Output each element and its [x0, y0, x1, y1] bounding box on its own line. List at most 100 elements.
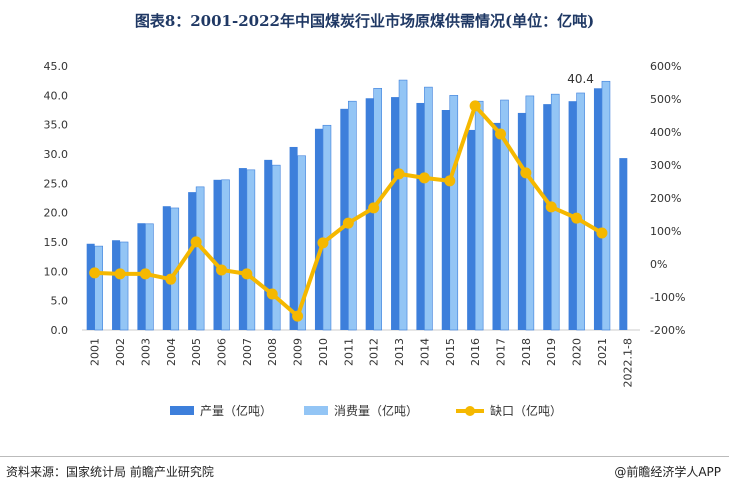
x-tick-label: 2007	[241, 338, 254, 366]
x-tick-label: 2022.1-8	[621, 338, 634, 387]
gap-point	[216, 264, 227, 276]
x-tick-label: 2002	[114, 338, 127, 366]
x-tick-label: 2011	[342, 338, 355, 366]
left-tick-label: 25.0	[44, 177, 69, 190]
gap-point	[596, 227, 608, 239]
bar-production	[188, 192, 197, 330]
x-tick-label: 2014	[418, 338, 431, 366]
left-tick-label: 35.0	[44, 119, 69, 132]
left-tick-label: 15.0	[44, 236, 69, 249]
bar-production	[238, 168, 247, 330]
bar-production	[289, 146, 298, 330]
bar-consumption	[449, 95, 459, 331]
bar-production	[593, 88, 602, 330]
x-tick-label: 2016	[469, 338, 482, 366]
left-tick-label: 5.0	[51, 295, 69, 308]
gap-point	[444, 175, 456, 187]
bar-production	[543, 104, 552, 330]
bar-production	[492, 122, 501, 330]
right-tick-label: 200%	[650, 192, 681, 205]
source-text: 资料来源：国家统计局 前瞻产业研究院	[6, 465, 214, 479]
x-tick-label: 2013	[393, 338, 406, 366]
gap-point	[469, 100, 481, 112]
bar-production	[416, 102, 425, 331]
bar-consumption	[424, 86, 433, 331]
chart-title: 图表8：2001-2022年中国煤炭行业市场原煤供需情况(单位：亿吨)	[134, 12, 595, 30]
legend-swatch-production	[170, 406, 194, 415]
x-tick-label: 2018	[520, 338, 533, 366]
left-tick-label: 45.0	[44, 60, 69, 73]
left-tick-label: 0.0	[51, 324, 69, 337]
bar-consumption	[474, 100, 484, 331]
x-tick-label: 2008	[266, 338, 279, 366]
left-tick-label: 40.0	[44, 89, 69, 102]
bar-production	[86, 243, 95, 330]
x-tick-label: 2003	[139, 338, 152, 366]
left-tick-label: 20.0	[44, 207, 69, 220]
gap-point	[89, 267, 101, 279]
bar-consumption	[525, 95, 535, 331]
gap-point	[165, 273, 177, 285]
bar-consumption	[94, 245, 103, 331]
right-tick-label: -100%	[650, 291, 685, 304]
gap-point	[241, 268, 253, 280]
bar-production	[619, 158, 628, 330]
bar-production	[365, 98, 374, 331]
gap-point	[139, 268, 151, 280]
gap-point	[266, 288, 278, 300]
bar-consumption	[246, 169, 256, 331]
gap-point	[114, 268, 126, 280]
x-tick-label: 2006	[216, 338, 229, 366]
divider	[0, 456, 729, 457]
x-tick-label: 2004	[165, 338, 178, 366]
bar-production	[441, 110, 450, 330]
bar-production	[264, 159, 273, 330]
gap-point	[418, 172, 430, 184]
x-tick-label: 2005	[190, 338, 203, 366]
x-tick-label: 2009	[292, 338, 305, 366]
bar-consumption	[322, 124, 332, 331]
bar-production	[213, 179, 222, 330]
x-tick-label: 2015	[444, 338, 457, 366]
bar-production	[517, 112, 526, 330]
legend-swatch-consumption	[304, 406, 328, 415]
left-tick-label: 10.0	[44, 265, 69, 278]
bar-consumption	[601, 80, 611, 331]
bar-production	[112, 240, 121, 330]
x-tick-label: 2001	[89, 338, 102, 366]
brand-text: @前瞻经济学人APP	[614, 465, 721, 479]
legend-label-gap: 缺口（亿吨）	[490, 403, 562, 418]
left-tick-label: 30.0	[44, 148, 69, 161]
gap-point	[545, 201, 557, 213]
data-label: 40.4	[567, 72, 594, 86]
right-tick-label: 500%	[650, 93, 681, 106]
bar-consumption	[119, 241, 129, 331]
gap-point	[495, 128, 506, 140]
right-tick-label: -200%	[650, 324, 685, 337]
bar-consumption	[297, 155, 306, 331]
right-tick-label: 100%	[650, 225, 681, 238]
bar-consumption	[271, 164, 281, 331]
x-tick-label: 2017	[495, 338, 508, 366]
bar-consumption	[576, 92, 585, 331]
gap-point	[520, 167, 532, 179]
gap-point	[571, 212, 583, 224]
bar-consumption	[500, 99, 509, 331]
x-tick-label: 2012	[368, 338, 381, 366]
gap-point	[393, 168, 405, 180]
chart-svg: 0.0 5.0 10.0 15.0 20.0 25.0 30.0 35.0 40.0 45.0 -2…	[44, 60, 686, 418]
right-tick-label: 300%	[650, 159, 681, 172]
gap-point	[190, 236, 202, 248]
bar-consumption	[221, 179, 230, 331]
legend-label-consumption: 消费量（亿吨）	[334, 403, 418, 418]
x-tick-label: 2010	[317, 338, 330, 366]
bar-consumption	[348, 100, 357, 331]
x-tick-label: 2021	[596, 338, 609, 366]
bar-consumption	[398, 79, 408, 331]
x-tick-label: 2019	[545, 338, 558, 366]
bar-production	[314, 128, 323, 330]
gap-point	[342, 217, 354, 229]
right-tick-label: 600%	[650, 60, 681, 73]
right-tick-label: 0%	[650, 258, 667, 271]
